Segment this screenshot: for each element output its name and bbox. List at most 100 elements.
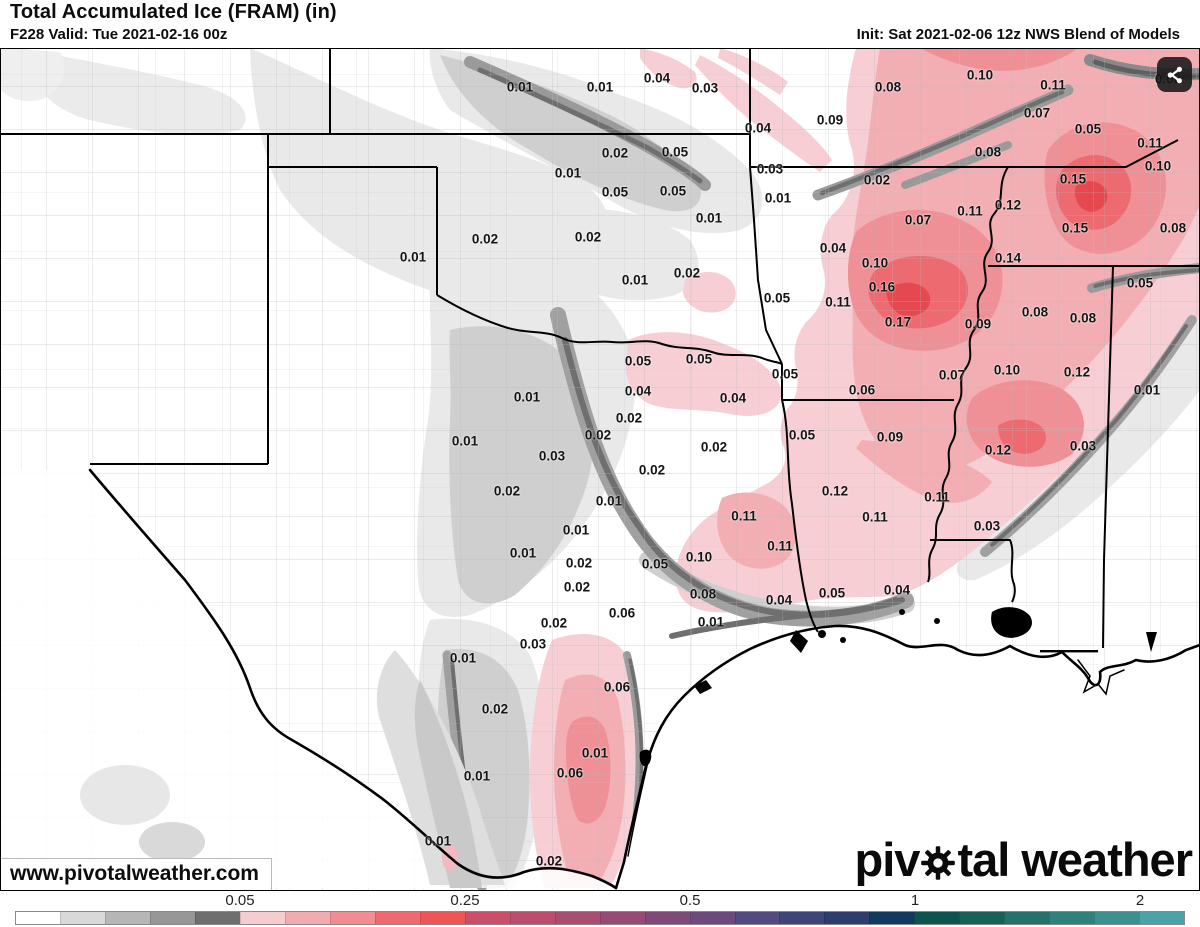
- ice-value-label: 0.10: [993, 362, 1021, 378]
- ice-value-label: 0.02: [584, 427, 612, 443]
- forecast-map[interactable]: [0, 45, 1200, 893]
- ice-value-label: 0.11: [862, 509, 888, 525]
- ice-value-label: 0.12: [1063, 364, 1091, 380]
- ice-value-label: 0.11: [731, 508, 757, 524]
- ice-value-label: 0.15: [1059, 171, 1087, 187]
- colorbar-swatch: [1004, 912, 1050, 924]
- ice-value-label: 0.12: [994, 197, 1022, 213]
- ice-value-label: 0.02: [535, 853, 563, 869]
- ice-value-label: 0.06: [603, 679, 631, 695]
- ice-value-label: 0.03: [691, 80, 719, 96]
- ice-value-label: 0.14: [994, 250, 1022, 266]
- ice-value-label: 0.05: [771, 366, 799, 382]
- ice-value-label: 0.01: [695, 210, 723, 226]
- colorbar-swatch: [869, 912, 915, 924]
- colorbar-swatch: [824, 912, 870, 924]
- ice-value-label: 0.09: [964, 316, 992, 332]
- ice-value-label: 0.05: [624, 353, 652, 369]
- ice-value-label: 0.02: [638, 462, 666, 478]
- colorbar-swatch: [374, 912, 420, 924]
- ice-value-label: 0.08: [1021, 304, 1049, 320]
- ice-value-label: 0.05: [1126, 275, 1154, 291]
- ice-value-label: 0.05: [661, 144, 689, 160]
- coastline-and-rio-grande: [88, 468, 1200, 890]
- state-borders: [0, 48, 1200, 649]
- ice-value-label: 0.01: [554, 165, 582, 181]
- ice-value-label: 0.02: [574, 229, 602, 245]
- colorbar-swatch: [554, 912, 600, 924]
- logo-text-prefix: piv: [854, 833, 921, 886]
- ice-value-label: 0.07: [938, 367, 966, 383]
- ice-value-label: 0.01: [449, 650, 477, 666]
- colorbar-swatch: [509, 912, 555, 924]
- header-bar: Total Accumulated Ice (FRAM) (in) F228 V…: [0, 0, 1200, 49]
- ice-value-label: 0.16: [868, 279, 896, 295]
- ice-value-label: 0.03: [973, 518, 1001, 534]
- ice-value-label: 0.04: [643, 70, 671, 86]
- mexico-region: [0, 470, 616, 888]
- ice-value-label: 0.08: [1159, 220, 1187, 236]
- ice-value-label: 0.02: [673, 265, 701, 281]
- ice-value-label: 0.05: [601, 184, 629, 200]
- ice-value-label: 0.01: [562, 522, 590, 538]
- colorbar-swatch: [329, 912, 375, 924]
- ice-value-label: 0.11: [957, 203, 983, 219]
- ice-value-label: 0.11: [924, 489, 950, 505]
- ice-value-label: 0.04: [765, 592, 793, 608]
- colorbar-tick-label: 0.5: [679, 892, 701, 909]
- share-button[interactable]: [1157, 57, 1192, 92]
- pivotal-weather-logo: piv tal: [840, 830, 1200, 893]
- logo-text-suffix: tal weather: [957, 833, 1193, 886]
- colorbar-ticks: 0.05 0.25 0.5 1 2: [0, 892, 1200, 909]
- colorbar-swatch: [959, 912, 1005, 924]
- page-title: Total Accumulated Ice (FRAM) (in): [10, 1, 337, 23]
- colorbar: [15, 911, 1185, 925]
- ice-value-label: 0.15: [1061, 220, 1089, 236]
- valid-time-label: F228 Valid: Tue 2021-02-16 00z: [10, 26, 228, 43]
- ice-value-label: 0.01: [463, 768, 491, 784]
- ice-value-label: 0.04: [624, 383, 652, 399]
- ice-value-label: 0.01: [697, 614, 725, 630]
- ice-value-label: 0.05: [763, 290, 791, 306]
- gulf-water: [616, 625, 1200, 890]
- ice-value-label: 0.08: [689, 586, 717, 602]
- ice-value-label: 0.07: [904, 212, 932, 228]
- colorbar-swatch: [734, 912, 780, 924]
- ice-value-label: 0.07: [1023, 105, 1051, 121]
- ice-value-label: 0.02: [863, 172, 891, 188]
- ice-value-label: 0.02: [563, 579, 591, 595]
- ice-value-label: 0.01: [595, 493, 623, 509]
- ice-value-label: 0.09: [876, 429, 904, 445]
- ice-value-label: 0.03: [538, 448, 566, 464]
- ice-value-label: 0.01: [581, 745, 609, 761]
- ice-value-label: 0.05: [818, 585, 846, 601]
- ice-value-label: 0.01: [513, 389, 541, 405]
- ice-value-label: 0.10: [1144, 158, 1172, 174]
- ice-value-label: 0.01: [509, 545, 537, 561]
- ice-value-label: 0.08: [874, 79, 902, 95]
- ice-value-label: 0.11: [1137, 135, 1163, 151]
- colorbar-swatch: [149, 912, 195, 924]
- colorbar-swatch: [1094, 912, 1140, 924]
- init-time-label: Init: Sat 2021-02-06 12z NWS Blend of Mo…: [856, 26, 1180, 43]
- colorbar-strip: 0.05 0.25 0.5 1 2: [0, 890, 1200, 927]
- ice-value-label: 0.09: [816, 112, 844, 128]
- ice-value-label: 0.06: [608, 605, 636, 621]
- lakes: [639, 607, 1157, 767]
- ice-value-label: 0.01: [399, 249, 427, 265]
- ice-value-label: 0.02: [493, 483, 521, 499]
- ice-value-label: 0.02: [615, 410, 643, 426]
- ice-value-label: 0.17: [884, 314, 912, 330]
- gear-icon: [920, 845, 956, 881]
- ice-value-label: 0.02: [471, 231, 499, 247]
- colorbar-swatch: [194, 912, 240, 924]
- colorbar-swatch: [689, 912, 735, 924]
- colorbar-swatch: [284, 912, 330, 924]
- ice-value-label: 0.12: [984, 442, 1012, 458]
- ice-value-label: 0.04: [744, 120, 772, 136]
- colorbar-swatch: [779, 912, 825, 924]
- ice-value-label: 0.06: [556, 765, 584, 781]
- ice-value-label: 0.02: [700, 439, 728, 455]
